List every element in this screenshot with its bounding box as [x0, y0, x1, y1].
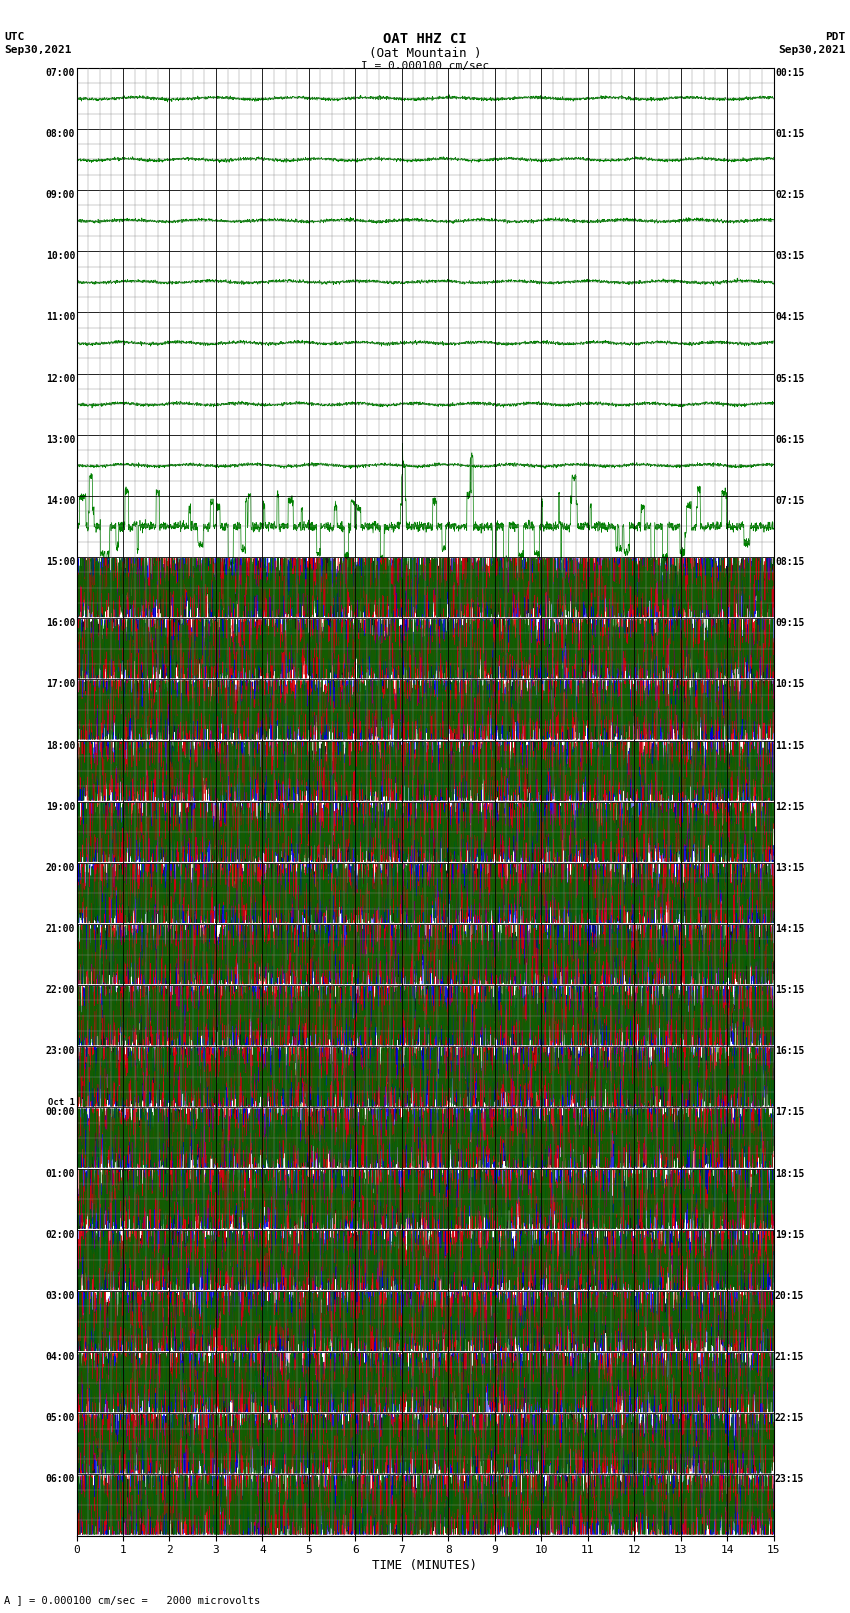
Text: 04:00: 04:00	[46, 1352, 75, 1361]
Text: 02:00: 02:00	[46, 1229, 75, 1240]
Text: A ] = 0.000100 cm/sec =   2000 microvolts: A ] = 0.000100 cm/sec = 2000 microvolts	[4, 1595, 260, 1605]
Text: (Oat Mountain ): (Oat Mountain )	[369, 47, 481, 60]
X-axis label: TIME (MINUTES): TIME (MINUTES)	[372, 1560, 478, 1573]
Text: 10:15: 10:15	[775, 679, 804, 689]
Text: 19:15: 19:15	[775, 1229, 804, 1240]
Text: 05:00: 05:00	[46, 1413, 75, 1423]
Text: 10:00: 10:00	[46, 252, 75, 261]
Text: Sep30,2021: Sep30,2021	[779, 45, 846, 55]
Text: 06:15: 06:15	[775, 436, 804, 445]
Text: I = 0.000100 cm/sec: I = 0.000100 cm/sec	[361, 61, 489, 71]
Text: 19:00: 19:00	[46, 802, 75, 811]
Text: 01:15: 01:15	[775, 129, 804, 139]
Text: 08:15: 08:15	[775, 556, 804, 568]
Text: 16:15: 16:15	[775, 1047, 804, 1057]
Text: Sep30,2021: Sep30,2021	[4, 45, 71, 55]
Text: 03:00: 03:00	[46, 1290, 75, 1302]
Text: 16:00: 16:00	[46, 618, 75, 627]
Text: 11:15: 11:15	[775, 740, 804, 750]
Text: 20:15: 20:15	[775, 1290, 804, 1302]
Text: 22:15: 22:15	[775, 1413, 804, 1423]
Text: 12:00: 12:00	[46, 374, 75, 384]
Text: 13:00: 13:00	[46, 436, 75, 445]
Text: 21:15: 21:15	[775, 1352, 804, 1361]
Text: 13:15: 13:15	[775, 863, 804, 873]
Text: 11:00: 11:00	[46, 313, 75, 323]
Text: 09:15: 09:15	[775, 618, 804, 627]
Text: UTC: UTC	[4, 32, 25, 42]
Text: PDT: PDT	[825, 32, 846, 42]
Text: 00:00: 00:00	[46, 1108, 75, 1118]
Text: 02:15: 02:15	[775, 190, 804, 200]
Text: 23:15: 23:15	[775, 1474, 804, 1484]
Text: 12:15: 12:15	[775, 802, 804, 811]
Text: 22:00: 22:00	[46, 986, 75, 995]
Text: 03:15: 03:15	[775, 252, 804, 261]
Text: 04:15: 04:15	[775, 313, 804, 323]
Text: 05:15: 05:15	[775, 374, 804, 384]
Text: 17:15: 17:15	[775, 1108, 804, 1118]
Text: Oct 1: Oct 1	[48, 1098, 75, 1108]
Text: 23:00: 23:00	[46, 1047, 75, 1057]
Text: 07:00: 07:00	[46, 68, 75, 77]
Text: 09:00: 09:00	[46, 190, 75, 200]
Text: 15:00: 15:00	[46, 556, 75, 568]
Text: 07:15: 07:15	[775, 495, 804, 506]
Text: 14:15: 14:15	[775, 924, 804, 934]
Text: 15:15: 15:15	[775, 986, 804, 995]
Text: 00:15: 00:15	[775, 68, 804, 77]
Text: 01:00: 01:00	[46, 1168, 75, 1179]
Text: 17:00: 17:00	[46, 679, 75, 689]
Text: 18:15: 18:15	[775, 1168, 804, 1179]
Text: 06:00: 06:00	[46, 1474, 75, 1484]
Text: 08:00: 08:00	[46, 129, 75, 139]
Text: 21:00: 21:00	[46, 924, 75, 934]
Text: 20:00: 20:00	[46, 863, 75, 873]
Text: 14:00: 14:00	[46, 495, 75, 506]
Text: OAT HHZ CI: OAT HHZ CI	[383, 32, 467, 47]
Text: 18:00: 18:00	[46, 740, 75, 750]
